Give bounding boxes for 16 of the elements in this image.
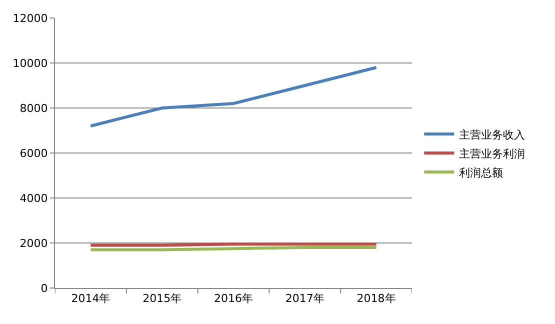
legend-label: 利润总额 <box>459 166 504 180</box>
y-tick-label: 4000 <box>20 192 48 205</box>
y-tick-label: 2000 <box>20 236 48 250</box>
x-tick-label: 2015年 <box>142 292 182 306</box>
y-tick-label: 10000 <box>12 56 48 70</box>
x-tick-label: 2016年 <box>214 292 253 306</box>
legend-label: 主营业务利润 <box>459 147 526 160</box>
line-series <box>89 66 378 128</box>
legend-label: 主营业务收入 <box>459 128 526 142</box>
x-tick-label: 2018年 <box>356 292 396 306</box>
y-tick-label: 6000 <box>20 146 48 160</box>
y-tick-label: 12000 <box>12 12 48 25</box>
x-tick-label: 2014年 <box>71 292 110 306</box>
x-tick-label: 2017年 <box>285 292 324 306</box>
y-tick-label: 0 <box>40 282 48 295</box>
y-tick-label: 8000 <box>20 102 48 115</box>
